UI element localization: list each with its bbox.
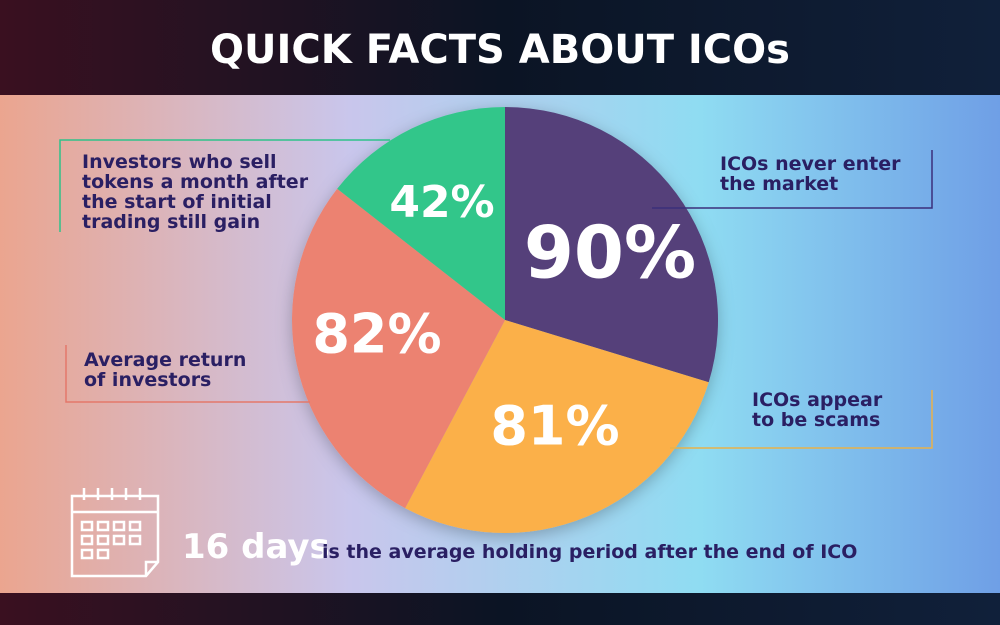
callout-line — [65, 345, 310, 403]
fact-label: ICOs never enter — [720, 153, 901, 175]
fact-label: the market — [720, 173, 838, 195]
fact-label: the start of initial — [82, 191, 272, 213]
calendar-icon — [70, 488, 160, 578]
fact-value: 42% — [389, 177, 494, 228]
slice — [405, 320, 709, 533]
fact-label: tokens a month after — [82, 171, 309, 193]
callout-line — [59, 139, 390, 232]
footer-bar — [0, 593, 1000, 625]
fact-value: 82% — [312, 303, 441, 366]
title: QUICK FACTS ABOUT ICOs — [210, 27, 790, 73]
footer-text: is the average holding period after the … — [322, 541, 857, 563]
fact-label: of investors — [84, 369, 211, 391]
callout-lines — [59, 139, 933, 449]
callout-line — [652, 150, 933, 209]
fact-label: Average return — [84, 349, 246, 371]
fact-label: to be scams — [752, 409, 880, 431]
footer-highlight: 16 days — [182, 527, 330, 567]
slice — [292, 188, 505, 509]
header-bar — [0, 0, 1000, 95]
fact-value: 90% — [524, 211, 696, 295]
fact-label: ICOs appear — [752, 389, 883, 411]
fact-label: Investors who sell — [82, 151, 277, 173]
callout-line — [670, 390, 933, 449]
fact-value: 81% — [490, 395, 619, 458]
slice — [337, 107, 505, 320]
fact-label: trading still gain — [82, 211, 260, 233]
pie — [292, 107, 719, 533]
slice — [505, 107, 719, 383]
